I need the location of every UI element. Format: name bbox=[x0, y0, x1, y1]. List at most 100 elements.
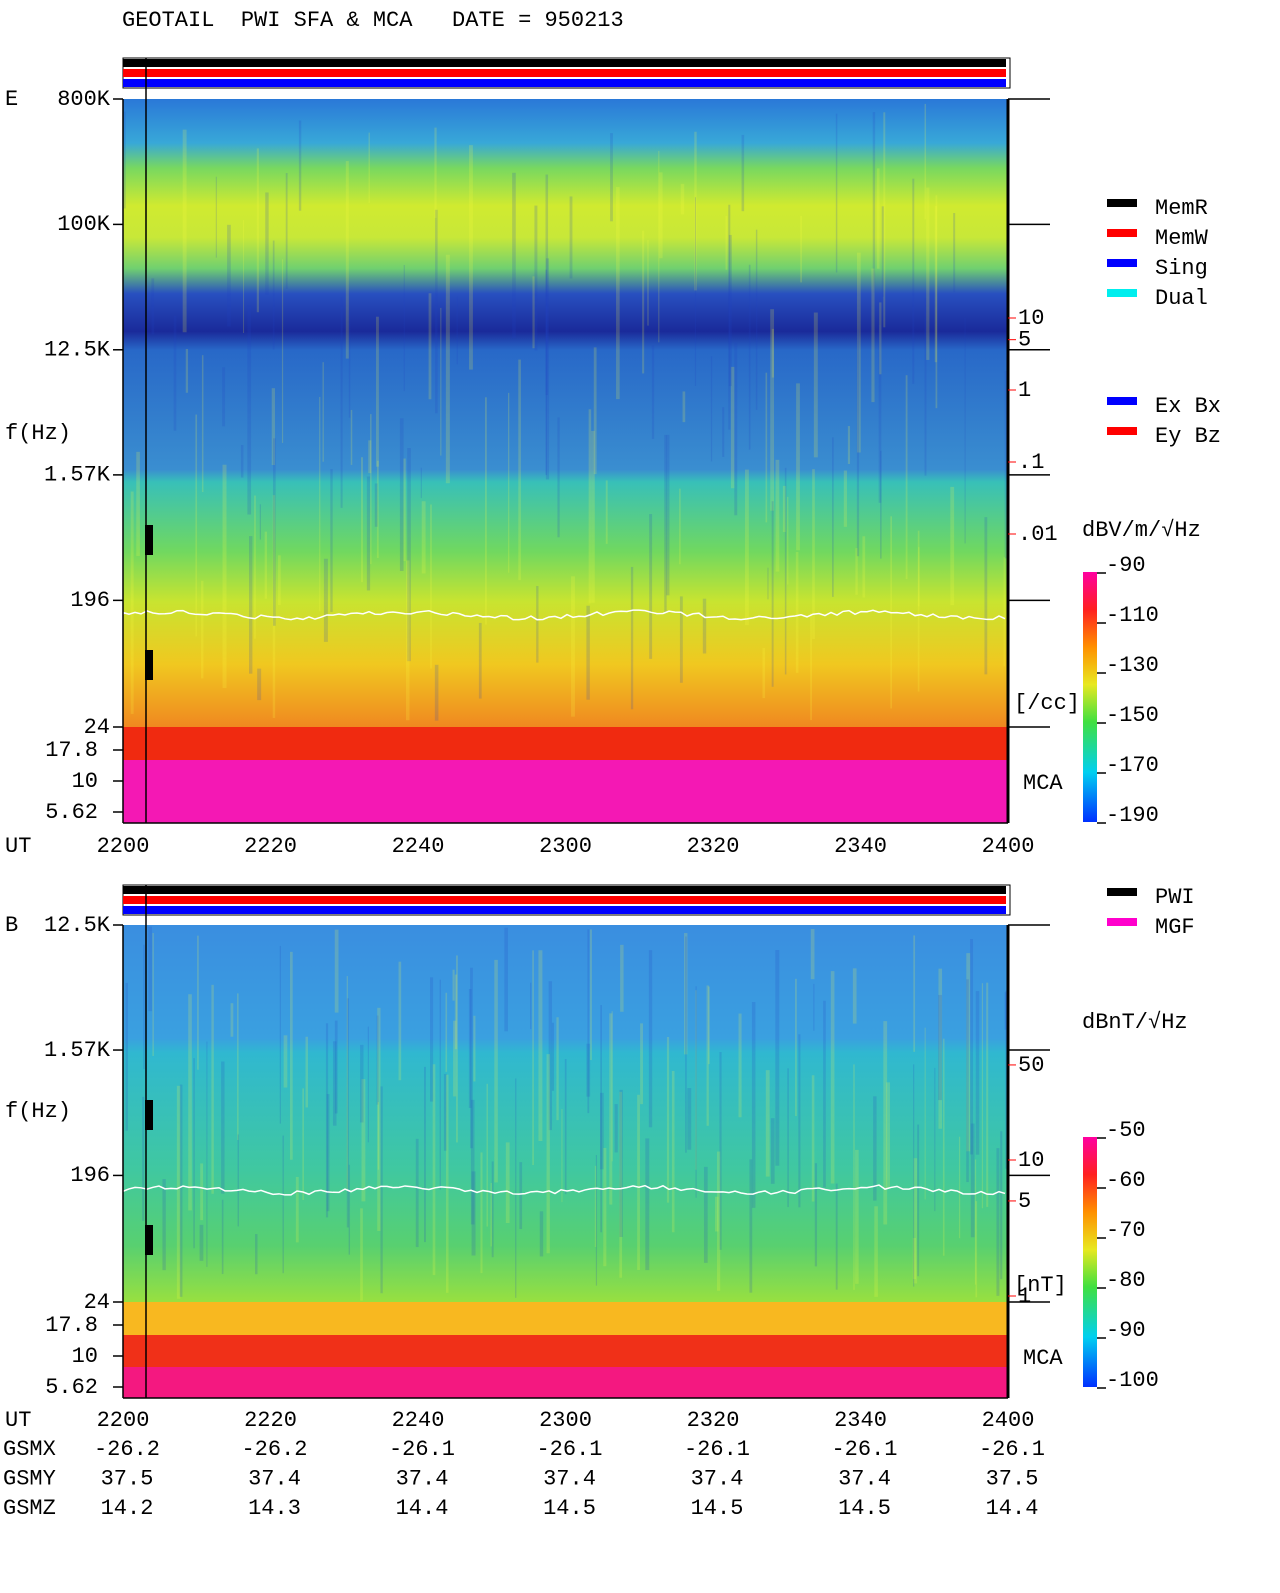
spectral-texture bbox=[231, 1003, 234, 1037]
spectral-texture bbox=[473, 1016, 475, 1082]
spectral-texture bbox=[284, 1035, 288, 1087]
spectral-texture bbox=[717, 1152, 720, 1291]
spectral-texture bbox=[595, 1166, 596, 1247]
mca-label: MCA bbox=[1023, 1346, 1063, 1371]
colorbar-tick-label: -90 bbox=[1106, 1318, 1146, 1343]
spectral-texture bbox=[518, 360, 521, 581]
legend-swatch bbox=[1107, 918, 1137, 926]
spectral-texture bbox=[453, 970, 455, 1001]
spectral-texture bbox=[211, 985, 213, 1194]
spectral-texture bbox=[180, 1085, 183, 1297]
y-tick-label: 1.57K bbox=[44, 1038, 111, 1063]
spectral-texture bbox=[970, 939, 973, 1154]
spectral-texture bbox=[421, 468, 422, 498]
spectral-texture bbox=[823, 1001, 826, 1188]
colorbar bbox=[1083, 1137, 1097, 1387]
spectral-texture bbox=[257, 669, 261, 700]
orbit-value: 14.4 bbox=[396, 1496, 449, 1521]
spectral-texture bbox=[536, 586, 538, 663]
spectral-texture bbox=[249, 536, 252, 674]
right-unit: [/cc] bbox=[1014, 691, 1080, 716]
spectral-texture bbox=[810, 613, 812, 720]
colorbar-tick-label: -100 bbox=[1106, 1368, 1159, 1393]
spectral-texture bbox=[645, 1138, 649, 1270]
mca-tick-label: 17.8 bbox=[45, 1313, 98, 1338]
time-axis-label: UT bbox=[5, 1408, 31, 1433]
spectral-texture bbox=[273, 241, 275, 350]
spectral-texture bbox=[435, 210, 438, 414]
spectral-texture bbox=[772, 329, 774, 378]
orbit-value: 14.5 bbox=[543, 1496, 596, 1521]
spectral-texture bbox=[637, 1095, 640, 1270]
spectral-texture bbox=[681, 184, 684, 215]
spectral-texture bbox=[926, 188, 929, 360]
spectral-texture bbox=[376, 317, 379, 467]
spectral-texture bbox=[557, 417, 559, 537]
spectral-texture bbox=[913, 1064, 914, 1286]
spectral-texture bbox=[238, 1134, 239, 1226]
legend-label: MemR bbox=[1155, 196, 1208, 221]
spectral-texture bbox=[429, 293, 432, 399]
mca-tick-label: 5.62 bbox=[45, 1375, 98, 1400]
spectral-texture bbox=[422, 501, 426, 573]
spectral-texture bbox=[227, 225, 231, 327]
orbit-value: 37.5 bbox=[101, 1466, 154, 1491]
spectral-texture bbox=[879, 302, 881, 374]
spectral-texture bbox=[667, 1037, 669, 1203]
y-tick-label: 12.5K bbox=[44, 913, 111, 938]
spectral-texture bbox=[416, 1139, 419, 1247]
spectral-texture bbox=[796, 383, 800, 550]
spectral-texture bbox=[319, 397, 320, 611]
spectral-texture bbox=[406, 560, 410, 720]
spectral-texture bbox=[571, 576, 575, 716]
orbit-value: -26.1 bbox=[979, 1437, 1045, 1462]
spectral-texture bbox=[832, 437, 834, 597]
right-tick-label: .1 bbox=[1018, 450, 1044, 475]
spectral-texture bbox=[695, 197, 696, 386]
spectral-texture bbox=[652, 345, 654, 438]
right-tick-label: 50 bbox=[1018, 1053, 1044, 1078]
spectral-texture bbox=[683, 391, 686, 422]
spectral-texture bbox=[221, 1061, 224, 1193]
spectral-texture bbox=[943, 1039, 945, 1256]
spectral-texture bbox=[469, 145, 473, 369]
colorbar-unit: dBnT/√Hz bbox=[1082, 1010, 1188, 1035]
spectral-texture bbox=[254, 496, 256, 639]
spectral-texture bbox=[347, 976, 348, 1189]
spectral-texture bbox=[800, 216, 802, 283]
spectral-texture bbox=[241, 445, 244, 478]
spectral-texture bbox=[280, 946, 281, 1124]
spectral-texture bbox=[457, 297, 458, 365]
spectral-texture bbox=[756, 230, 757, 410]
spectral-texture bbox=[243, 220, 244, 333]
freq-axis-label: f(Hz) bbox=[5, 421, 71, 446]
spectral-texture bbox=[729, 235, 732, 386]
orbit-value: 14.3 bbox=[248, 1496, 301, 1521]
colorbar-tick-label: -60 bbox=[1106, 1168, 1146, 1193]
spectral-texture bbox=[986, 983, 988, 1207]
spectral-texture bbox=[848, 426, 850, 464]
legend-swatch bbox=[1107, 888, 1137, 896]
spectral-texture bbox=[446, 255, 450, 483]
orbit-value: 14.5 bbox=[691, 1496, 744, 1521]
right-tick-label: 1 bbox=[1018, 378, 1031, 403]
legend-label: Ex Bx bbox=[1155, 394, 1221, 419]
spectral-texture bbox=[330, 469, 332, 612]
spectral-texture bbox=[649, 514, 652, 659]
legend-swatch bbox=[1107, 259, 1137, 267]
x-tick-label: 2240 bbox=[392, 834, 445, 859]
spectral-texture bbox=[152, 933, 154, 1056]
status-bar bbox=[123, 906, 1006, 914]
x-tick-label: 2340 bbox=[834, 834, 887, 859]
spectral-texture bbox=[201, 581, 203, 679]
spectral-texture bbox=[776, 460, 780, 572]
spectral-texture bbox=[787, 1068, 788, 1207]
spectral-texture bbox=[480, 1152, 482, 1273]
spectral-texture bbox=[831, 971, 835, 1183]
spectral-texture bbox=[934, 1068, 935, 1211]
spectral-texture bbox=[532, 276, 534, 348]
spectral-texture bbox=[195, 415, 197, 637]
spectral-texture bbox=[853, 1064, 854, 1290]
orbit-value: 37.4 bbox=[543, 1466, 596, 1491]
spectral-texture bbox=[296, 1177, 299, 1242]
